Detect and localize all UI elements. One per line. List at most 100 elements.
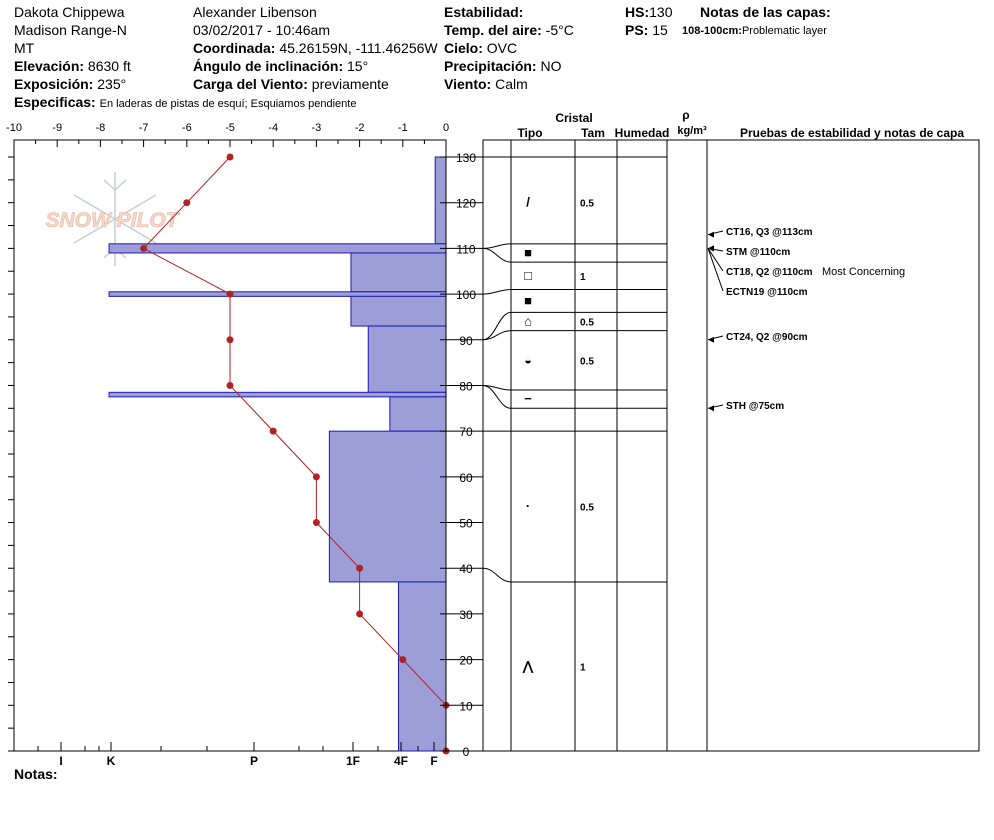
header-cristal: Cristal [555, 111, 592, 125]
location-name: Dakota Chippewa [14, 4, 125, 20]
layer-note: 108-100cm:Problematic layer [682, 22, 827, 40]
specifics-value: En laderas de pistas de esquí; Esquiamos… [99, 98, 357, 110]
temperature-point [226, 290, 234, 298]
temperature-point [356, 564, 364, 572]
coordinates: Coordinada: 45.26159N, -111.46256W [193, 39, 438, 57]
height-tick-label: 40 [459, 562, 473, 576]
layer-table-frame [482, 139, 980, 752]
height-tick-label: 10 [459, 699, 473, 713]
header-tipo: Tipo [517, 126, 542, 140]
layer-note-text: Problematic layer [741, 25, 827, 37]
height-tick-label: 120 [456, 197, 476, 211]
height-tick-label: 0 [463, 745, 470, 759]
temperature-point [356, 610, 364, 618]
layer-connector [482, 289, 512, 295]
coordinates-label: Coordinada: [193, 40, 276, 56]
temperature-point [226, 381, 234, 389]
wind-value: Calm [495, 76, 528, 92]
hardness-bar [397, 581, 447, 752]
temperature-point [140, 244, 148, 252]
logo-text: SNOW PILOT [46, 209, 181, 232]
notes-label: Notas: [14, 766, 58, 782]
penetration: PS: 15 [625, 21, 668, 39]
temperature-series-line [142, 156, 447, 751]
stability-label: Estabilidad: [444, 4, 524, 20]
ps-value: 15 [652, 22, 668, 38]
coordinates-value: 45.26159N, -111.46256W [279, 40, 438, 56]
test-label: CT24, Q2 @90cm [726, 332, 808, 343]
arrow-icon [708, 231, 714, 238]
hardness-bar [108, 243, 447, 254]
temp-tick-label: -8 [96, 122, 106, 134]
temp-tick-label: -6 [182, 122, 192, 134]
hardness-label: 1F [346, 754, 360, 768]
header-humedad: Humedad [615, 126, 670, 140]
notes: Notas: [14, 765, 58, 783]
temp-tick-label: -3 [312, 122, 322, 134]
range-name: Madison Range-N [14, 22, 127, 38]
height-tick-label: 110 [456, 242, 475, 256]
hardness-label: I [59, 754, 62, 768]
test-arrow-line [707, 248, 724, 292]
wind-load: Carga del Viento: previamente [193, 75, 389, 93]
wind-load-label: Carga del Viento: [193, 76, 308, 92]
air-temp-label: Temp. del aire: [444, 22, 542, 38]
precipitation-label: Precipitación: [444, 58, 537, 74]
height-tick-label: 70 [459, 425, 473, 439]
crystal-size: 0.5 [580, 199, 594, 210]
hs-label: HS: [625, 4, 650, 20]
observer-name: Alexander Libenson [193, 4, 317, 20]
temperature-axis: -10 -9 -8 -7 -6 -5 -4 -3 -2 -1 0 [6, 122, 449, 147]
height-tick-label: 30 [459, 608, 473, 622]
layer-connector [482, 330, 512, 341]
hardness-bar [328, 430, 447, 583]
aspect-label: Exposición: [14, 76, 94, 92]
temp-tick-label: -10 [6, 122, 22, 134]
crystal-type-icon: · [526, 499, 530, 514]
snow-height: HS:130 [625, 3, 672, 21]
layer-notes-title: Notas de las capas: [700, 3, 831, 21]
test-label: STH @75cm [726, 401, 784, 412]
height-tick-label: 90 [459, 334, 473, 348]
air-temp: Temp. del aire: -5°C [444, 21, 574, 39]
height-tick-label: 60 [459, 471, 473, 485]
test-arrow-line [707, 248, 724, 272]
crystal-type-icon: ⋀ [523, 658, 534, 673]
header-tam: Tam [581, 126, 605, 140]
aspect: Exposición: 235° [14, 75, 126, 93]
elevation-label: Elevación: [14, 58, 85, 74]
aspect-value: 235° [97, 76, 127, 92]
hardness-bar [350, 252, 447, 293]
crystal-type-icon: ◒ [524, 352, 532, 367]
layer-connector [482, 247, 512, 263]
layer-connector [482, 567, 512, 583]
table-columns [510, 140, 708, 751]
temperature-point [399, 656, 407, 664]
temp-tick-label: -4 [268, 122, 278, 134]
elevation-value: 8630 ft [87, 58, 131, 74]
state-name: MT [14, 40, 35, 56]
stability: Estabilidad: [444, 3, 523, 21]
snowpilot-logo: SNOW PILOT [45, 172, 181, 266]
temperature-point [312, 519, 320, 527]
hardness-label: 4F [394, 754, 408, 768]
hardness-label: K [107, 754, 116, 768]
header-rho: ρ [682, 108, 689, 122]
height-axis: 0 10 20 30 40 50 60 70 80 90 100 110 120 130 [8, 140, 483, 759]
crystal-size: 0.5 [580, 503, 594, 514]
test-note: Most Concerning [822, 266, 905, 278]
temp-tick-label: -5 [225, 122, 235, 134]
hardness-label: F [430, 754, 437, 768]
crystal-size: 0.5 [580, 317, 594, 328]
wind-load-value: previamente [311, 76, 389, 92]
sky: Cielo: OVC [444, 39, 517, 57]
hardness-bar [108, 391, 447, 398]
layer-connector [482, 243, 512, 249]
inclination: Ángulo de inclinación: 15° [193, 57, 368, 75]
layer-boundaries [482, 156, 667, 752]
hardness-bar [434, 156, 447, 245]
crystal-size: 0.5 [580, 356, 594, 367]
layer-note-range: 108-100cm: [682, 25, 742, 37]
height-tick-label: 20 [459, 654, 473, 668]
